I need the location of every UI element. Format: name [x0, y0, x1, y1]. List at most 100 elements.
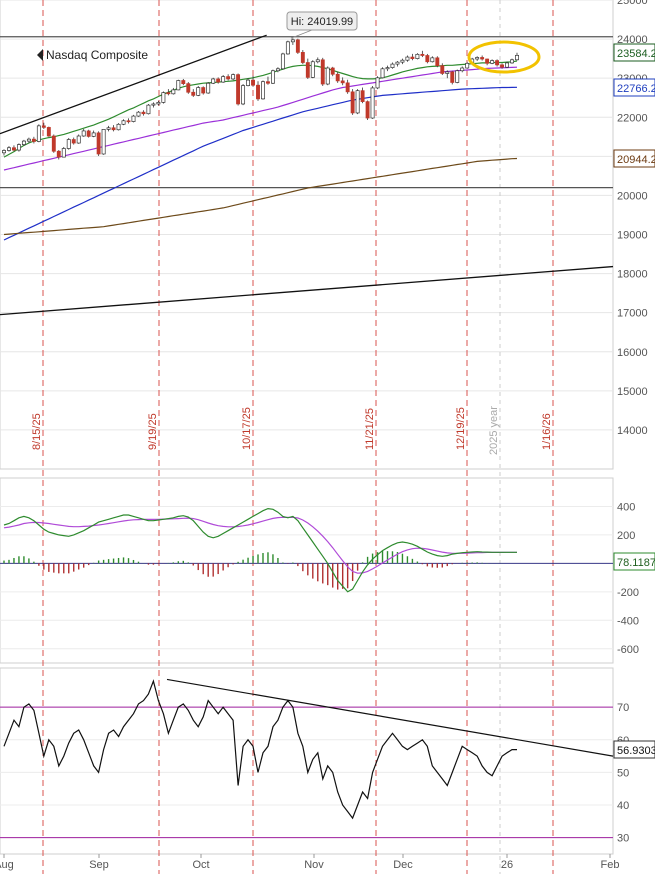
time-axis-label: Dec: [393, 859, 413, 871]
event-marker-layer: [42, 0, 554, 874]
candle-body: [370, 87, 375, 119]
macd-tick-label: 400: [617, 501, 635, 513]
event-marker-label: 12/19/25: [455, 407, 467, 450]
lower-trendline: [0, 265, 614, 316]
candle-body: [320, 59, 325, 85]
rsi-panel-frame: [0, 667, 614, 855]
candle-body: [285, 41, 290, 55]
candle-body: [66, 139, 71, 149]
annotation-layer: 8/15/25 9/19/25 10/17/25 11/21/25 12/19/25 1/…: [31, 11, 655, 759]
candle-body: [126, 120, 131, 123]
candle-body: [41, 125, 46, 128]
trendline-layer: [0, 34, 614, 316]
candle-body: [51, 135, 56, 152]
candle-body: [450, 71, 455, 83]
event-marker-label: 1/16/26: [541, 413, 553, 450]
candle-body: [161, 92, 166, 103]
candle-body: [111, 127, 116, 131]
candle-body: [191, 91, 196, 96]
event-marker-label: 9/19/25: [147, 413, 159, 450]
candle-body: [26, 138, 31, 142]
candle-body: [335, 73, 340, 82]
macd-layer: [0, 507, 613, 593]
candle-body: [360, 90, 365, 102]
event-marker-label: 11/21/25: [364, 408, 376, 450]
upper-trendline: [0, 34, 267, 135]
price-tick-label: 25000: [617, 0, 648, 7]
candle-body: [405, 56, 410, 61]
candle-body: [465, 62, 470, 69]
candle-body: [385, 67, 390, 70]
rsi-tick-label: 70: [617, 702, 629, 714]
candle-body: [290, 39, 295, 43]
price-tick-label: 22000: [617, 112, 648, 124]
candle-body: [101, 129, 106, 155]
candle-body: [36, 125, 41, 142]
candle-body: [271, 70, 275, 84]
candle-body: [61, 148, 66, 158]
event-marker-label: 10/17/25: [241, 407, 253, 450]
price-tick-label: 14000: [617, 425, 648, 437]
candle-body: [305, 62, 310, 78]
macd-signal-line: [3, 516, 517, 574]
macd-panel-frame: [0, 477, 614, 664]
candle-body: [2, 150, 6, 154]
candle-body: [171, 89, 176, 95]
candle-body: [76, 135, 81, 144]
candle-body: [181, 80, 186, 84]
chart-title: Nasdaq Composite: [46, 48, 148, 62]
candle-body: [176, 80, 181, 91]
candle-body: [206, 82, 211, 94]
price-tick-label: 24000: [617, 34, 648, 46]
macd-line: [3, 507, 517, 593]
macd-tick-label: -400: [617, 615, 639, 627]
candle-body: [345, 82, 350, 93]
candle-body: [440, 65, 445, 74]
year-marker-label: 2025 year: [488, 406, 500, 455]
candle-body: [515, 54, 519, 61]
candle-body: [236, 74, 241, 105]
moving-average-line: [3, 86, 518, 241]
macd-tick-label: -600: [617, 644, 639, 656]
candle-body: [300, 52, 305, 63]
candle-body: [221, 76, 226, 83]
candle-body: [410, 56, 415, 59]
candle-body: [430, 57, 435, 63]
candle-body: [280, 53, 285, 70]
price-value-tag: [613, 78, 655, 97]
candle-body: [56, 150, 61, 158]
high-label-box: [286, 11, 358, 31]
candle-body: [315, 59, 320, 63]
candle-body: [400, 59, 405, 63]
moving-average-line: [3, 60, 518, 158]
candle-body: [375, 77, 380, 89]
time-axis-label: Oct: [192, 859, 209, 871]
moving-average-line: [3, 66, 518, 171]
candle-body: [241, 85, 246, 105]
price-value-label: 20944.2: [617, 154, 655, 166]
candle-body: [216, 78, 221, 83]
candle-body: [121, 120, 126, 125]
candle-body: [490, 60, 495, 64]
candle-body: [485, 58, 490, 64]
candle-body: [261, 81, 265, 100]
rsi-tick-label: 50: [617, 767, 629, 779]
candle-body: [46, 127, 51, 137]
rsi-line: [3, 679, 517, 820]
rsi-layer: [0, 678, 614, 839]
candle-body: [81, 130, 86, 137]
candle-body: [455, 70, 460, 83]
candle-body: [141, 111, 146, 115]
candle-body: [91, 132, 96, 137]
candle-body: [495, 60, 500, 66]
candle-body: [12, 147, 16, 151]
candle-body: [415, 53, 420, 59]
candle-body: [16, 144, 21, 151]
candle-body: [136, 111, 141, 117]
macd-tick-label: 200: [617, 530, 635, 542]
time-axis-label: Sep: [89, 859, 109, 871]
price-value-tag: [613, 43, 655, 62]
candle-body: [505, 62, 509, 68]
candle-body: [146, 104, 151, 115]
candle-body: [166, 92, 171, 95]
